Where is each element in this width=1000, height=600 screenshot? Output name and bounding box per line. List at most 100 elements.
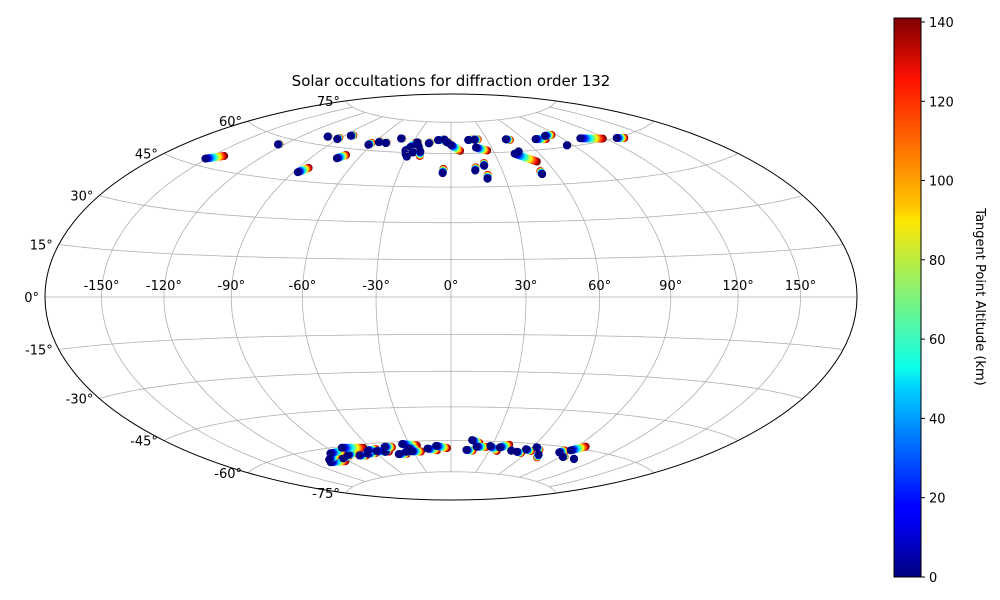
occultation-point (531, 135, 540, 144)
occultation-point (363, 446, 372, 455)
colorbar-tick-label: 140 (929, 16, 954, 31)
occultation-point (424, 139, 433, 148)
occultation-point (562, 141, 571, 150)
map-grid (45, 100, 857, 494)
lat-tick-label: 30° (70, 190, 93, 205)
occultation-point (293, 168, 302, 177)
occultation-point (538, 170, 547, 179)
map-tick-labels: -150° -120° -90° -60° -30° 0° 30° 60° 90° 120° 150… (24, 95, 816, 502)
grid-meridian (549, 106, 801, 488)
occultation-point (471, 166, 480, 175)
occultation-point (433, 136, 442, 145)
occultation-point (325, 455, 334, 464)
colorbar-tick-label: 120 (929, 95, 954, 110)
lat-tick-label: -30° (66, 393, 94, 408)
occultation-point (432, 441, 441, 450)
colorbar-tick-label: 20 (929, 492, 946, 507)
colorbar-tick-label: 0 (929, 571, 937, 586)
lat-tick-label: -75° (312, 487, 340, 502)
occultation-point (447, 140, 455, 149)
colorbar: 0 20 40 60 80 100 120 140 Tangent Point Altitud… (893, 16, 987, 586)
occultation-point (464, 136, 473, 145)
occultation-point (495, 443, 504, 452)
occultation-point (470, 135, 479, 144)
grid-meridian (474, 121, 527, 473)
lat-tick-label: 75° (317, 95, 340, 110)
occultation-point (468, 436, 477, 445)
colorbar-tick-label: 40 (929, 412, 946, 427)
colorbar-ticks: 0 20 40 60 80 100 120 140 (921, 16, 954, 586)
grid-meridian (519, 116, 672, 478)
lon-tick-label: 30° (514, 279, 537, 294)
occultation-point (346, 131, 355, 140)
occultation-point (381, 138, 390, 147)
lon-tick-label: -30° (362, 279, 390, 294)
grid-meridian (498, 119, 600, 475)
lon-tick-label: 0° (444, 279, 459, 294)
lon-tick-label: -60° (289, 279, 317, 294)
occultation-point (576, 134, 585, 143)
occultation-point (394, 450, 403, 459)
lon-tick-label: 60° (588, 279, 611, 294)
occultation-point (570, 454, 579, 463)
lon-tick-label: 120° (722, 279, 753, 294)
occultation-point (512, 447, 521, 456)
map-boundary (44, 93, 858, 501)
occultation-point (566, 446, 575, 455)
lon-tick-label: -150° (83, 279, 119, 294)
lat-tick-label: -15° (25, 344, 53, 359)
occultation-point (332, 154, 341, 163)
occultation-point (274, 140, 283, 149)
occultation-point (612, 133, 621, 142)
occultation-point (201, 154, 210, 163)
lon-tick-label: -90° (217, 279, 245, 294)
grid-meridian (163, 112, 366, 482)
lon-tick-label: -120° (146, 279, 182, 294)
lon-tick-label: 150° (785, 279, 816, 294)
occultation-point (438, 169, 447, 178)
lat-tick-label: -45° (130, 435, 158, 450)
occultation-point (398, 440, 407, 449)
occultation-point (397, 134, 406, 143)
grid-meridian (302, 119, 404, 475)
lat-tick-label: -60° (214, 467, 242, 482)
occultation-point (558, 452, 567, 461)
chart-title: Solar occultations for diffraction order… (292, 72, 611, 90)
colorbar-gradient (893, 17, 922, 578)
occultation-point (333, 135, 342, 144)
occultation-point (326, 449, 335, 458)
occultation-point (409, 148, 418, 157)
colorbar-label: Tangent Point Altitude (km) (972, 207, 987, 385)
occultation-point (522, 445, 531, 454)
occultation-point (344, 450, 353, 459)
occultation-point (402, 152, 411, 161)
occultation-point (462, 445, 471, 454)
occultation-point (423, 444, 432, 453)
occultation-point (472, 442, 481, 451)
lat-tick-label: 0° (24, 291, 39, 306)
occultation-point (337, 443, 346, 452)
occultation-point (483, 174, 492, 183)
occultation-point (486, 442, 495, 451)
grid-meridian (375, 121, 428, 473)
occultation-point (514, 147, 523, 156)
occultation-point (532, 443, 541, 452)
occultation-point (534, 450, 543, 459)
lat-tick-label: 45° (135, 148, 158, 163)
occultation-point (540, 131, 549, 140)
colorbar-tick-label: 60 (929, 333, 946, 348)
occultation-point (407, 447, 416, 456)
occultation-point (480, 161, 489, 170)
occultation-point (416, 147, 425, 156)
occultation-point (372, 447, 381, 456)
colorbar-tick-label: 100 (929, 175, 954, 190)
colorbar-tick-label: 80 (929, 254, 946, 269)
occultation-point (355, 451, 364, 460)
occultation-point (323, 132, 332, 141)
occultation-point (364, 140, 373, 149)
occultation-point (471, 143, 480, 152)
lat-tick-label: 60° (219, 115, 242, 130)
occultation-point (374, 138, 383, 147)
occultation-markers (201, 130, 629, 467)
